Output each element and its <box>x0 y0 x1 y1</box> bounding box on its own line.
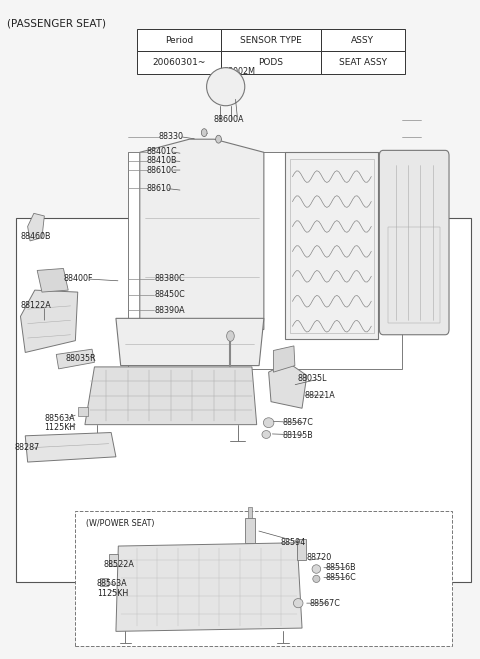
Text: 88390A: 88390A <box>154 306 185 315</box>
Text: 88287: 88287 <box>14 443 39 452</box>
Text: (W/POWER SEAT): (W/POWER SEAT) <box>86 519 155 528</box>
Polygon shape <box>116 318 264 366</box>
Text: ASSY: ASSY <box>351 36 374 45</box>
Bar <box>321 51 405 74</box>
Text: 88522A: 88522A <box>104 560 135 569</box>
Bar <box>128 152 402 369</box>
Bar <box>290 159 373 333</box>
Bar <box>75 511 452 646</box>
Bar <box>78 407 88 416</box>
Text: 88410B: 88410B <box>147 156 178 165</box>
Bar <box>16 218 471 582</box>
Text: 88600A: 88600A <box>214 115 244 124</box>
Text: 88516B: 88516B <box>326 563 357 572</box>
Text: 88610: 88610 <box>147 184 172 193</box>
Text: 88563A: 88563A <box>44 415 75 423</box>
Bar <box>137 51 221 74</box>
Text: 88122A: 88122A <box>21 301 51 310</box>
Bar <box>321 29 405 51</box>
Text: 88400F: 88400F <box>63 274 93 283</box>
Text: 88401C: 88401C <box>147 147 178 156</box>
Bar <box>285 152 378 339</box>
Text: 1125KH: 1125KH <box>44 424 75 432</box>
Bar <box>100 578 108 586</box>
Text: 88221A: 88221A <box>304 391 335 399</box>
Bar <box>137 29 221 51</box>
Polygon shape <box>25 432 116 462</box>
Polygon shape <box>85 367 257 424</box>
Text: 88380C: 88380C <box>154 274 185 283</box>
Bar <box>221 51 321 74</box>
Bar <box>245 518 255 543</box>
Bar <box>221 29 321 51</box>
Text: 88567C: 88567C <box>283 418 314 427</box>
FancyBboxPatch shape <box>379 150 449 335</box>
Bar <box>248 507 252 518</box>
Text: 88460B: 88460B <box>21 233 51 241</box>
Text: 88330: 88330 <box>159 132 184 141</box>
Circle shape <box>201 129 207 136</box>
Text: PODS: PODS <box>259 58 284 67</box>
Polygon shape <box>28 214 44 241</box>
Text: 88563A: 88563A <box>97 579 128 588</box>
Text: 88035L: 88035L <box>297 374 327 384</box>
Text: Period: Period <box>165 36 193 45</box>
Ellipse shape <box>312 565 321 573</box>
Bar <box>109 554 118 565</box>
Text: 88594: 88594 <box>281 538 306 547</box>
Polygon shape <box>269 362 307 408</box>
Bar <box>388 227 441 323</box>
Text: 1125KH: 1125KH <box>97 588 128 598</box>
Bar <box>297 540 306 561</box>
Text: SENSOR TYPE: SENSOR TYPE <box>240 36 302 45</box>
Polygon shape <box>21 290 78 353</box>
Polygon shape <box>37 268 68 292</box>
Text: 88195B: 88195B <box>283 430 314 440</box>
Polygon shape <box>274 346 295 372</box>
Text: 88610C: 88610C <box>147 165 178 175</box>
Circle shape <box>227 331 234 341</box>
Ellipse shape <box>262 430 271 438</box>
Text: 88720: 88720 <box>307 554 332 562</box>
Circle shape <box>216 135 221 143</box>
Ellipse shape <box>293 598 303 608</box>
Ellipse shape <box>313 575 320 583</box>
Text: 88567C: 88567C <box>309 598 340 608</box>
Polygon shape <box>56 349 95 369</box>
Polygon shape <box>140 139 264 330</box>
Ellipse shape <box>206 68 245 105</box>
Polygon shape <box>116 543 302 631</box>
Text: (PASSENGER SEAT): (PASSENGER SEAT) <box>7 18 106 28</box>
Text: SEAT ASSY: SEAT ASSY <box>339 58 387 67</box>
Text: 88516C: 88516C <box>326 573 357 582</box>
Text: 20060301~: 20060301~ <box>153 58 206 67</box>
Text: 88002M: 88002M <box>224 67 256 76</box>
Text: 88450C: 88450C <box>154 290 185 299</box>
Ellipse shape <box>264 418 274 428</box>
Text: 88035R: 88035R <box>66 354 96 363</box>
